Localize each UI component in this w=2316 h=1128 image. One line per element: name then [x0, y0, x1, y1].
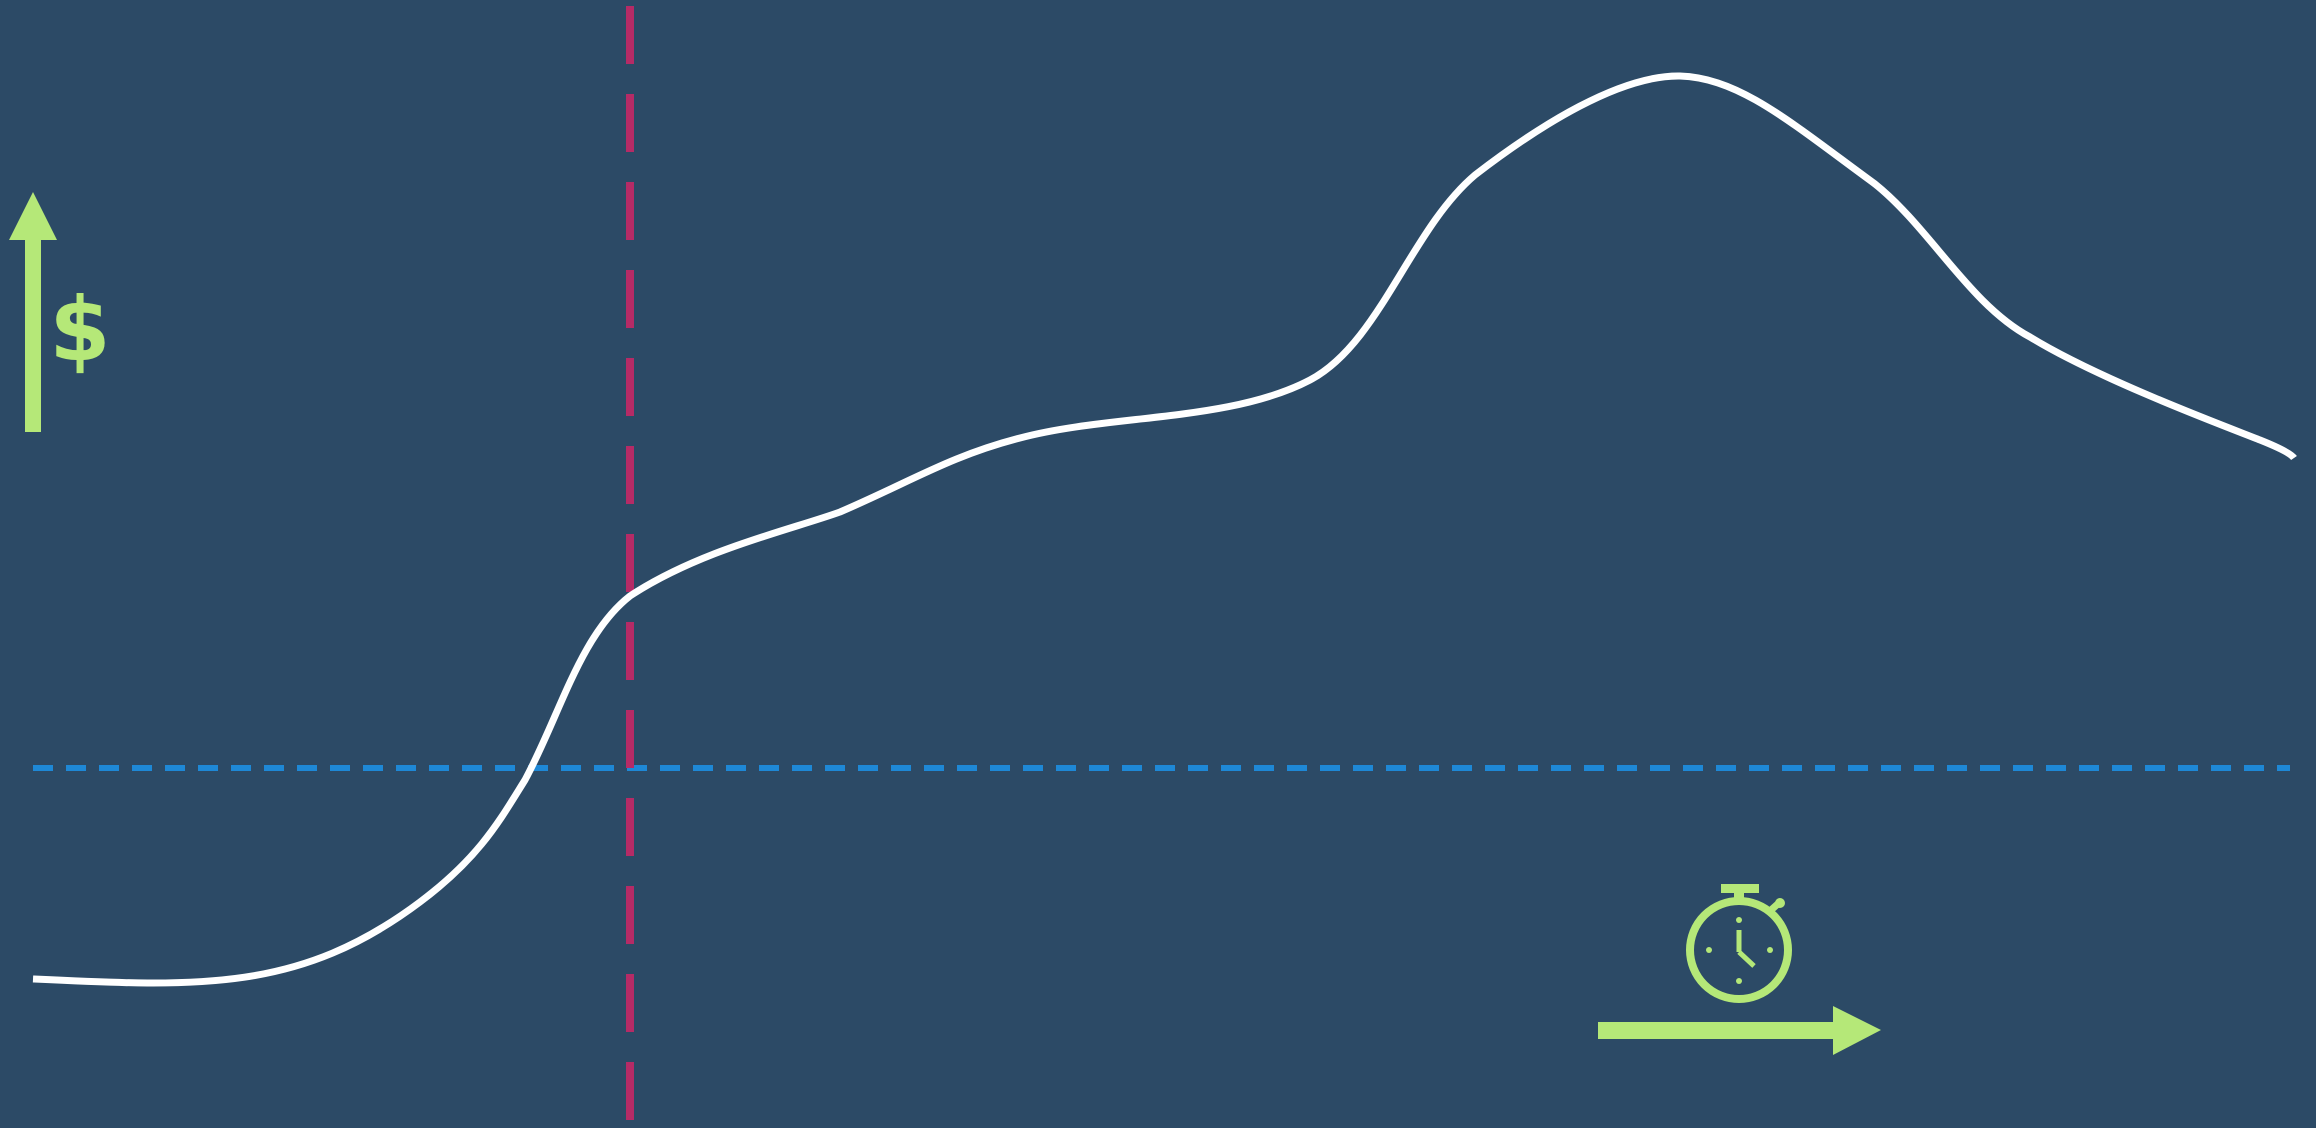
- stopwatch-icon: [1686, 884, 1792, 1003]
- right-arrow-icon: [1598, 1006, 1881, 1055]
- up-arrow-icon: [9, 192, 57, 432]
- dollar-icon: $: [49, 278, 110, 381]
- value-curve: [32, 72, 2297, 987]
